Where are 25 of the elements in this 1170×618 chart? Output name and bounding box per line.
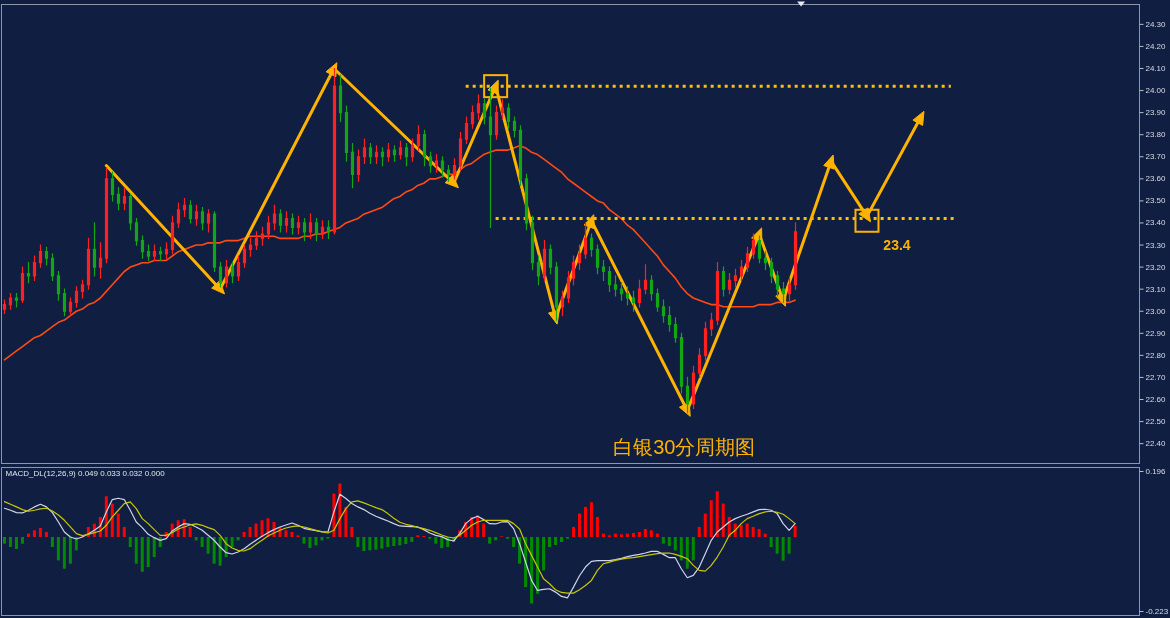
y-tick-label: 23.90 [1145,108,1167,118]
y-tick-label: -0.223 [1145,606,1169,616]
y-tick-label: 24.00 [1145,86,1167,96]
y-tick-label: 23.80 [1145,130,1167,140]
chart-title: MACD_DL(12,26,9) 0.049 0.033 0.032 0.000 [5,468,166,478]
y-tick-label: 23.70 [1145,152,1167,162]
y-tick-label: 23.30 [1145,240,1167,250]
annotation: 23.4 [883,236,911,253]
y-tick-label: 0.196 [1145,467,1167,477]
y-tick-label: 23.40 [1145,218,1167,228]
y-tick-label: 23.20 [1145,262,1167,272]
y-tick-label: 22.50 [1145,417,1167,427]
y-tick-label: 22.40 [1145,439,1167,449]
y-tick-label: 23.50 [1145,196,1167,206]
text: 白银30分周期图 [613,435,756,458]
y-tick-label: 23.60 [1145,174,1167,184]
y-tick-label: 24.20 [1145,41,1167,51]
y-tick-label: 24.10 [1145,64,1167,73]
y-tick-label: 22.90 [1145,328,1167,338]
y-tick-label: 22.60 [1145,395,1167,404]
y-tick-label: 23.00 [1145,306,1167,316]
y-tick-label: 24.30 [1145,19,1167,29]
y-tick-label: 23.10 [1145,284,1167,294]
y-tick-label: 22.80 [1145,350,1167,360]
y-tick-label: 22.70 [1145,372,1167,382]
